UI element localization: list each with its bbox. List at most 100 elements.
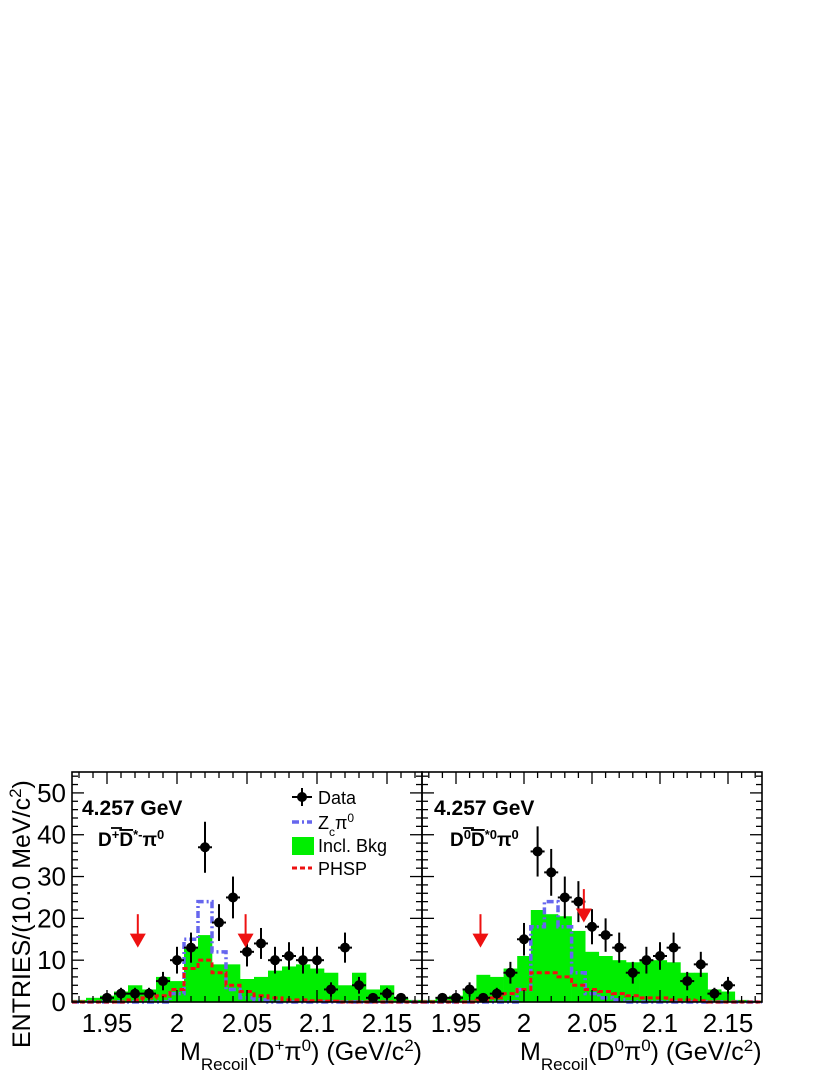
left-y-axis: 0 10 20 30 40 50: [37, 775, 422, 1017]
legend-data-label: Data: [318, 788, 357, 808]
legend-incl-label: Incl. Bkg: [318, 836, 387, 856]
data-point: [666, 932, 681, 963]
data-marker: [655, 951, 665, 961]
data-point: [598, 918, 613, 952]
data-point: [571, 881, 586, 923]
data-marker: [614, 942, 625, 953]
incl-bkg-bar: [639, 960, 654, 1002]
data-point: [462, 982, 477, 997]
right-panel: 1.95 2 2.05 2.1 2.15 4.257 GeV D0D*0π0 MReco…: [421, 771, 763, 1074]
data-point: [530, 826, 545, 877]
right-x-axis-title: MRecoil(D0π0) (GeV/c2): [520, 1036, 762, 1074]
y-axis-title: ENTRIES/(10.0 MeV/c2): [6, 780, 37, 1048]
legend-zc-label: Zcπ0: [318, 811, 354, 839]
x-tick-label: 2.05: [222, 1008, 273, 1038]
incl-bkg-bar: [571, 930, 586, 1002]
cut-arrow-head: [575, 908, 592, 923]
data-marker: [200, 842, 210, 853]
data-marker: [587, 921, 597, 932]
data-point: [557, 876, 572, 919]
incl-bkg-bar: [598, 956, 613, 1002]
cut-arrow: [129, 914, 146, 948]
data-point: [585, 909, 599, 945]
data-point: [198, 821, 212, 873]
left-x-axis-title: MRecoil(D+π0) (GeV/c2): [180, 1036, 422, 1074]
data-point: [212, 904, 226, 941]
left-energy-label: 4.257 GeV: [82, 797, 182, 820]
data-marker: [228, 892, 238, 903]
data-marker: [354, 980, 364, 991]
y-tick-label: 10: [37, 945, 66, 975]
data-marker: [573, 896, 584, 907]
data-marker: [709, 988, 720, 999]
x-tick-label: 2.15: [703, 1008, 754, 1038]
incl-bkg-bar: [226, 964, 241, 1002]
incl-bkg-bar: [694, 972, 708, 1002]
data-point: [680, 971, 695, 991]
incl-bkg-bar: [612, 960, 627, 1002]
data-point: [156, 971, 170, 991]
legend-phsp: PHSP: [292, 859, 367, 879]
y-tick-label: 20: [37, 903, 66, 933]
data-point: [639, 946, 654, 974]
cut-arrow: [237, 914, 254, 948]
data-point: [184, 932, 198, 963]
data-marker: [270, 955, 280, 966]
data-marker: [172, 955, 182, 966]
data-point: [226, 876, 240, 919]
legend: Data Zcπ0 Incl. Bkg PHSP: [292, 788, 387, 879]
incl-bkg-bar: [268, 970, 283, 1002]
data-point: [296, 946, 310, 974]
incl-bkg-bar: [530, 910, 545, 1002]
x-tick-label: 2.1: [299, 1008, 335, 1038]
data-marker: [130, 988, 140, 999]
data-marker: [668, 942, 679, 953]
x-tick-label: 2: [517, 1008, 531, 1038]
y-tick-label: 0: [52, 987, 66, 1017]
data-marker: [186, 942, 196, 953]
data-point: [625, 961, 640, 984]
incl-bkg-bar: [184, 947, 199, 1002]
data-marker: [559, 892, 570, 903]
data-point: [653, 942, 667, 970]
data-point: [170, 946, 184, 974]
x-tick-label: 2.05: [567, 1008, 618, 1038]
incl-bkg-bar: [212, 964, 227, 1002]
y-tick-label: 50: [37, 778, 66, 808]
data-marker: [298, 955, 308, 966]
left-cut-arrows: [129, 914, 254, 948]
y-tick-label: 40: [37, 820, 66, 850]
data-point: [517, 922, 531, 956]
data-marker: [627, 967, 638, 978]
incl-bkg-bar: [296, 964, 311, 1002]
data-marker: [312, 955, 322, 966]
data-marker: [116, 988, 126, 999]
right-frame: [421, 771, 763, 1003]
cut-arrow-head: [237, 933, 254, 948]
data-marker: [546, 867, 557, 878]
data-point: [324, 982, 338, 997]
data-marker: [464, 984, 475, 995]
data-marker: [144, 988, 154, 999]
y-tick-label: 30: [37, 862, 66, 892]
data-point: [612, 932, 627, 963]
left-data-points: [100, 821, 408, 1003]
cut-arrow: [575, 889, 592, 923]
data-marker: [214, 917, 224, 928]
x-tick-label: 2: [170, 1008, 184, 1038]
right-x-axis: 1.95 2 2.05 2.1 2.15: [428, 772, 756, 1038]
data-marker: [600, 930, 611, 941]
incl-bkg-bar: [653, 960, 668, 1002]
data-point: [254, 927, 268, 959]
data-marker: [641, 955, 652, 966]
data-point: [128, 987, 142, 1000]
data-marker: [532, 846, 543, 857]
data-point: [268, 946, 282, 974]
data-point: [352, 976, 366, 994]
incl-bkg-bar: [282, 966, 297, 1002]
data-marker: [256, 938, 266, 949]
legend-data: Data: [292, 788, 357, 808]
incl-bkg-bar: [558, 916, 572, 1002]
x-tick-label: 2.15: [362, 1008, 413, 1038]
data-marker: [505, 967, 516, 978]
